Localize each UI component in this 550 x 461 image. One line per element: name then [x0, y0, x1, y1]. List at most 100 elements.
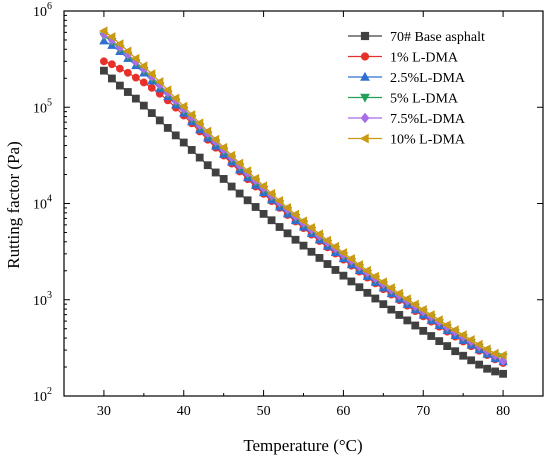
y-axis-title: Rutting factor (Pa) [4, 141, 23, 268]
series-layer [98, 26, 508, 378]
data-point [210, 134, 220, 145]
data-point [339, 271, 348, 280]
data-point [170, 93, 180, 103]
data-point [442, 320, 451, 330]
data-point [130, 53, 140, 64]
data-point [475, 360, 484, 369]
data-point [459, 351, 468, 360]
x-axis-ticks: 30 40 50 60 70 80 [63, 11, 544, 419]
data-point [243, 196, 252, 205]
data-point [379, 300, 388, 309]
data-point [290, 209, 300, 220]
legend-marker [360, 52, 370, 61]
data-point [498, 350, 507, 360]
data-point [403, 316, 412, 325]
data-point [474, 339, 483, 350]
data-point [338, 248, 347, 258]
data-point [483, 364, 492, 373]
data-point [234, 158, 244, 168]
data-point [434, 315, 443, 325]
data-point [402, 294, 411, 304]
data-point [315, 254, 324, 262]
legend-item: 5% L-DMA [348, 92, 459, 107]
data-point [147, 109, 156, 117]
data-point [347, 277, 356, 286]
data-point [226, 150, 236, 161]
series-1 [100, 66, 507, 378]
data-point [100, 57, 108, 66]
legend-item: 7.5%L-DMA [348, 112, 466, 127]
legend-item: 1% L-DMA [348, 51, 459, 66]
data-point [114, 39, 124, 49]
data-point [250, 173, 260, 184]
data-point [371, 294, 380, 303]
data-point [283, 229, 292, 238]
y-tick-label: 105 [33, 97, 52, 116]
legend-label: 5% L-DMA [390, 92, 459, 107]
data-point [450, 325, 459, 335]
data-point [322, 235, 331, 246]
data-point [394, 288, 403, 299]
data-point [323, 260, 332, 268]
x-tick-label: 80 [496, 404, 510, 419]
data-point [299, 241, 308, 250]
data-point [122, 46, 132, 56]
data-point [108, 60, 116, 69]
y-axis-ticks: 102 103 104 105 106 [33, 1, 543, 405]
legend-marker [359, 133, 369, 144]
data-point [218, 142, 228, 153]
data-point [202, 126, 212, 136]
data-point [467, 356, 476, 365]
series-6 [98, 26, 507, 360]
data-point [123, 88, 132, 96]
data-point [466, 335, 475, 345]
data-point [482, 344, 491, 354]
data-point [242, 166, 252, 176]
legend-item: 10% L-DMA [348, 133, 466, 148]
data-point [306, 222, 316, 233]
legend: 70# Base asphalt 1% L-DMA 2.5%L-DMA 5% L-DM… [348, 30, 485, 148]
legend-label: 70# Base asphalt [390, 30, 485, 45]
legend-item: 2.5%L-DMA [348, 71, 466, 86]
data-point [139, 101, 148, 110]
x-tick-label: 50 [257, 404, 271, 419]
x-tick-label: 70 [416, 404, 430, 419]
data-point [155, 116, 164, 125]
data-point [100, 66, 108, 75]
data-point [131, 94, 140, 103]
data-point [410, 299, 419, 309]
legend-item: 70# Base asphalt [348, 30, 485, 45]
data-point [227, 182, 236, 191]
legend-marker [360, 31, 370, 41]
legend-marker [360, 112, 370, 124]
data-point [251, 203, 260, 211]
data-point [131, 73, 140, 82]
data-point [275, 223, 284, 231]
data-point [106, 32, 116, 42]
data-point [139, 78, 148, 87]
data-point [267, 216, 276, 225]
data-point [435, 337, 444, 345]
data-point [146, 69, 156, 79]
x-axis-title: Temperature (°C) [243, 436, 362, 455]
data-point [98, 26, 108, 36]
data-point [163, 124, 172, 132]
data-point [458, 330, 467, 340]
data-point [363, 288, 372, 297]
data-point [370, 271, 379, 282]
data-point [419, 326, 428, 335]
data-point [203, 161, 212, 170]
data-point [418, 304, 427, 315]
data-point [346, 254, 355, 264]
data-point [138, 61, 148, 71]
data-point [147, 83, 156, 92]
data-point [115, 64, 124, 73]
data-point [499, 369, 507, 378]
data-point [386, 283, 395, 293]
data-point [186, 110, 196, 120]
data-point [427, 332, 436, 340]
data-point [355, 283, 364, 292]
data-point [411, 321, 420, 330]
y-tick-label: 106 [33, 1, 52, 20]
